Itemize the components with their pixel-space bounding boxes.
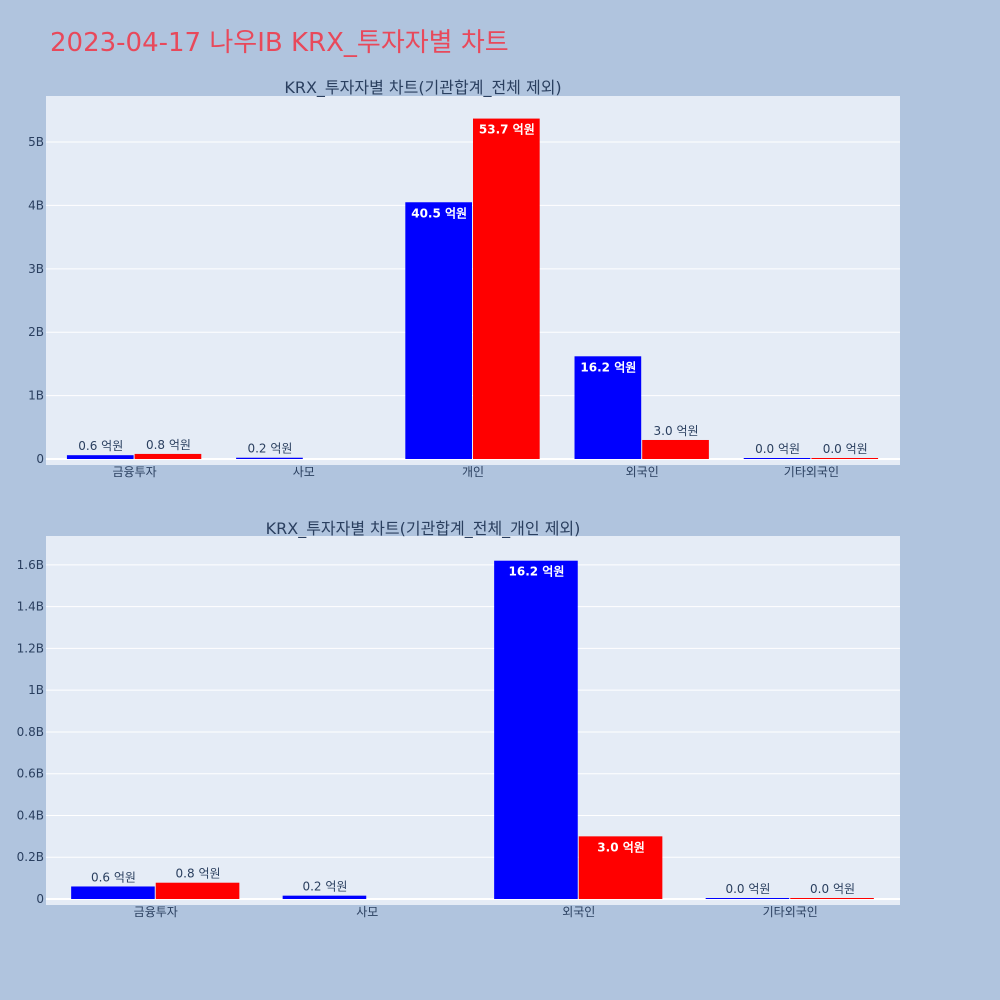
y-tick-label: 0 [36, 452, 44, 466]
data-label: 40.5 억원 [411, 206, 467, 220]
page-title: 2023-04-17 나우IB KRX_투자자별 차트 [50, 28, 509, 58]
y-tick-label: 0.2B [17, 850, 44, 864]
x-tick-label: 외국인 [626, 465, 659, 479]
data-label: 3.0 억원 [597, 840, 645, 854]
y-tick-label: 4B [28, 198, 44, 212]
bar [574, 356, 642, 459]
bar [473, 118, 540, 460]
x-tick-label: 외국인 [562, 905, 595, 919]
bar [66, 455, 134, 459]
bar [743, 458, 811, 459]
y-tick-label: 1.4B [17, 600, 44, 614]
data-label: 53.7 억원 [479, 123, 535, 137]
bar [134, 453, 202, 459]
chart-title: KRX_투자자별 차트(기관합계_전체 제외) [284, 78, 561, 98]
x-tick-label: 기타외국인 [763, 905, 818, 919]
bar [811, 458, 879, 459]
data-label: 0.8 억원 [146, 438, 191, 452]
x-tick-label: 금융투자 [113, 465, 157, 479]
x-tick-label: 사모 [293, 465, 315, 479]
y-tick-label: 0 [36, 892, 44, 906]
data-label: 0.6 억원 [91, 870, 136, 884]
bar [236, 457, 303, 459]
data-label: 0.2 억원 [247, 442, 292, 456]
y-tick-label: 0.4B [17, 808, 44, 822]
y-tick-label: 1.6B [17, 558, 44, 572]
data-label: 0.0 억원 [823, 442, 868, 456]
plot-area [46, 536, 900, 905]
data-label: 0.0 억원 [755, 442, 800, 456]
y-tick-label: 1B [28, 389, 44, 403]
bar [642, 439, 709, 459]
x-tick-label: 개인 [462, 465, 484, 479]
data-label: 16.2 억원 [509, 565, 565, 579]
bar [282, 895, 367, 899]
y-tick-label: 1B [28, 683, 44, 697]
chart-title: KRX_투자자별 차트(기관합계_전체_개인 제외) [266, 519, 581, 539]
bar [578, 836, 663, 899]
bar [494, 560, 578, 899]
x-tick-label: 사모 [356, 905, 378, 919]
y-tick-label: 1.2B [17, 641, 44, 655]
bar [790, 898, 874, 899]
y-tick-label: 0.8B [17, 725, 44, 739]
bar [71, 886, 155, 899]
data-label: 0.0 억원 [810, 882, 855, 896]
bar [155, 882, 240, 899]
bar [705, 898, 790, 899]
data-label: 3.0 억원 [654, 424, 699, 438]
y-tick-label: 0.6B [17, 767, 44, 781]
data-label: 0.8 억원 [176, 867, 221, 881]
data-label: 0.6 억원 [78, 439, 123, 453]
x-tick-label: 기타외국인 [784, 465, 839, 479]
x-tick-label: 금융투자 [134, 905, 178, 919]
data-label: 16.2 억원 [580, 360, 636, 374]
y-tick-label: 3B [28, 262, 44, 276]
y-tick-label: 2B [28, 325, 44, 339]
data-label: 0.0 억원 [725, 882, 770, 896]
y-tick-label: 5B [28, 135, 44, 149]
bar [405, 202, 472, 460]
data-label: 0.2 억원 [302, 880, 347, 894]
